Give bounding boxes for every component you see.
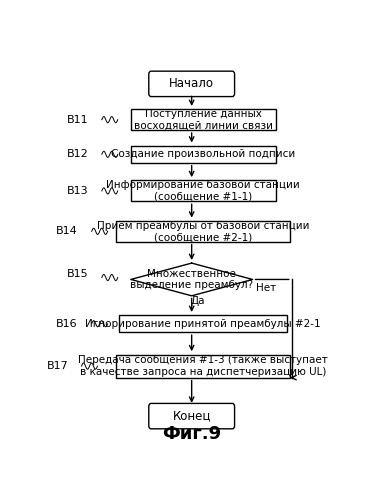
Bar (116, 220, 290, 242)
Text: Игнорирование принятой преамбулы #2-1: Игнорирование принятой преамбулы #2-1 (85, 318, 321, 328)
Text: Прием преамбулы от базовой станции
(сообщение #2-1): Прием преамбулы от базовой станции (сооб… (97, 220, 310, 242)
Bar (116, 354, 290, 378)
Text: Поступление данных
восходящей линии связи: Поступление данных восходящей линии связ… (134, 109, 273, 130)
Bar (131, 146, 276, 163)
Text: B14: B14 (55, 226, 77, 236)
Text: Множественное
выделение преамбул?: Множественное выделение преамбул? (130, 268, 253, 290)
Text: B11: B11 (67, 114, 89, 124)
Text: Да: Да (190, 296, 205, 306)
Text: B15: B15 (67, 268, 89, 278)
Polygon shape (131, 263, 252, 296)
Text: Начало: Начало (169, 78, 214, 90)
Text: Передача сообщения #1-3 (также выступает
в качестве запроса на диспетчеризацию U: Передача сообщения #1-3 (также выступает… (79, 356, 328, 377)
Text: Фиг.9: Фиг.9 (162, 425, 221, 443)
Text: B12: B12 (67, 150, 89, 160)
Text: B16: B16 (56, 318, 77, 328)
Text: Конец: Конец (172, 410, 211, 422)
Text: Создание произвольной подписи: Создание произвольной подписи (111, 150, 295, 160)
Text: B13: B13 (67, 186, 89, 196)
Bar (131, 180, 276, 202)
Bar (119, 316, 287, 332)
Text: Информирование базовой станции
(сообщение #1-1): Информирование базовой станции (сообщени… (106, 180, 300, 202)
Bar (131, 109, 276, 130)
FancyBboxPatch shape (149, 404, 234, 429)
Text: Нет: Нет (255, 283, 276, 293)
FancyBboxPatch shape (149, 71, 234, 96)
Text: B17: B17 (47, 361, 68, 371)
